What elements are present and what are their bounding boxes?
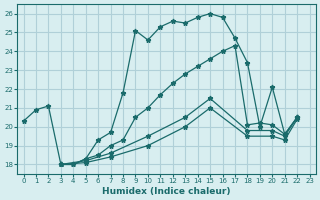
X-axis label: Humidex (Indice chaleur): Humidex (Indice chaleur) (102, 187, 231, 196)
